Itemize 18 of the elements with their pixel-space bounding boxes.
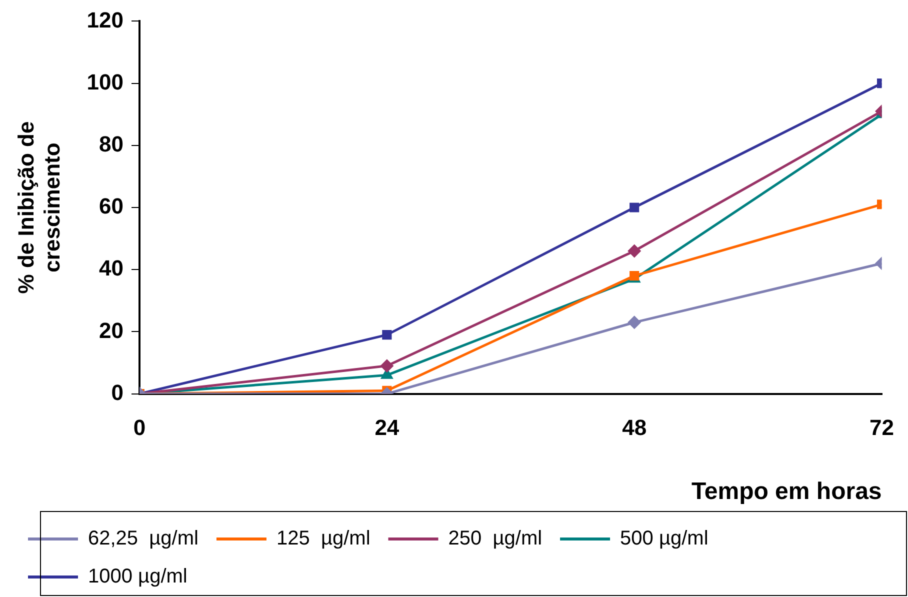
x-tick-label: 72 — [870, 415, 894, 440]
legend-label: 125 µg/ml — [276, 528, 370, 550]
y-tick-label: 0 — [111, 380, 124, 405]
y-tick-label: 120 — [86, 7, 124, 32]
y-tick-label: 80 — [99, 131, 124, 156]
legend-label: 1000 µg/ml — [88, 566, 188, 588]
legend-label: 500 µg/ml — [620, 528, 708, 550]
y-tick-label: 100 — [86, 69, 124, 94]
y-tick-label: 40 — [99, 256, 124, 281]
x-tick-label: 24 — [374, 415, 400, 440]
y-tick-label: 60 — [99, 194, 124, 219]
legend-label: 62,25 µg/ml — [88, 528, 198, 550]
x-axis-title: Tempo em horas — [692, 478, 882, 506]
legend-label: 250 µg/ml — [448, 528, 542, 550]
y-axis-title: % de Inibição de crescimento — [13, 121, 65, 294]
x-tick-label: 0 — [133, 415, 146, 440]
x-tick-label: 48 — [622, 415, 647, 440]
y-tick-label: 20 — [99, 318, 124, 343]
